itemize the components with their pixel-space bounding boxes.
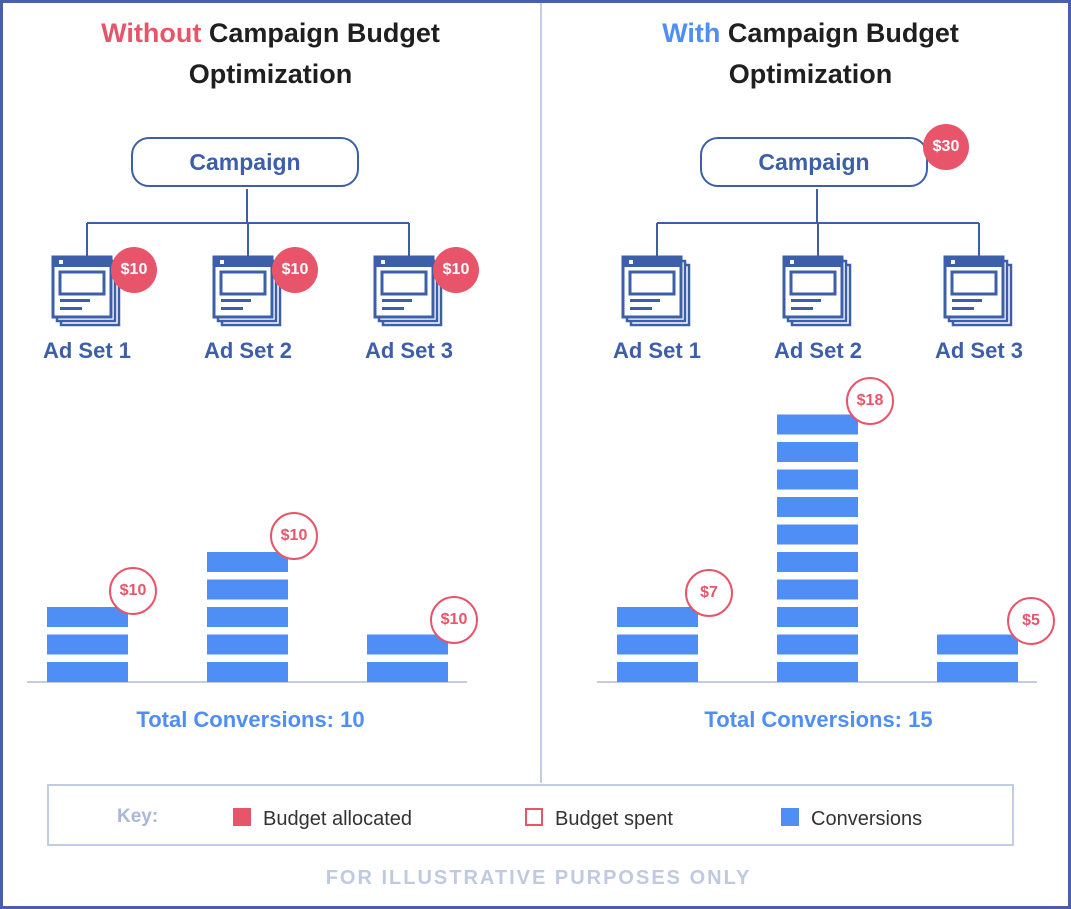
legend-conversions-label: Conversions [811,808,923,830]
budget-allocated-swatch-icon [233,808,251,826]
right-adset-3-conversion-block [937,634,1018,655]
left-adset-2-stack-icon [212,255,282,327]
left-campaign-box: Campaign [131,137,359,187]
left-adset-1-conversion-block [47,634,128,655]
left-title-line2: Optimization [188,59,353,89]
right-adset-1-conversion-block [617,607,698,627]
right-adset-2-conversion-block [777,442,858,462]
right-adset-2-label: Ad Set 2 [773,338,863,363]
right-adset-2-conversion-block [777,579,858,600]
right-adset-2-spent-badge: $18 [846,377,894,425]
left-adset-3-spent-badge: $10 [430,596,478,644]
left-adset-2-budget-badge: $10 [272,247,318,293]
right-adset-2-conversion-block [777,662,858,682]
conversions-swatch-icon [781,808,799,826]
left-total-conversions: Total Conversions: 10 [136,707,365,732]
left-title-rest: Campaign Budget [208,18,440,48]
right-adset-1-conversion-block [617,662,698,682]
budget-spent-swatch-icon [525,808,543,826]
right-adset-2-conversion-block [777,524,858,545]
left-campaign-label: Campaign [189,148,301,175]
left-adset-1-stack-icon [51,255,121,327]
right-adset-2-stack-icon [782,255,852,327]
left-panel-title: Without Campaign Budget Optimization [3,13,538,95]
left-adset-1-spent-badge: $10 [109,567,157,615]
legend-budget-spent-label: Budget spent [555,808,673,830]
right-campaign-budget-badge: $30 [923,124,969,170]
right-panel-title: With Campaign Budget Optimization [543,13,1068,95]
right-adset-2-conversion-block [777,552,858,572]
right-campaign-label: Campaign [758,148,870,175]
panel-divider [540,3,542,783]
right-adset-1-label: Ad Set 1 [612,338,702,363]
left-adset-1-label: Ad Set 1 [42,338,132,363]
left-adset-2-conversion-block [207,662,288,682]
right-campaign-box: Campaign [700,137,928,187]
left-adset-1-conversion-block [47,662,128,682]
left-adset-3-conversion-block [367,634,448,655]
right-adset-1-stack-icon [621,255,691,327]
right-title-rest: Campaign Budget [727,18,959,48]
right-adset-1-conversion-block [617,634,698,655]
right-adset-2-conversion-block [777,607,858,627]
left-adset-2-conversion-block [207,634,288,655]
left-adset-2-conversion-block [207,552,288,572]
right-total-conversions: Total Conversions: 15 [704,707,933,732]
right-adset-3-stack-icon [943,255,1013,327]
left-adset-3-stack-icon [373,255,443,327]
left-adset-2-spent-badge: $10 [270,512,318,560]
left-adset-2-conversion-block [207,579,288,600]
right-adset-2-conversion-block [777,414,858,435]
right-adset-3-conversion-block [937,662,1018,682]
right-adset-3-spent-badge: $5 [1007,597,1055,645]
right-title-highlight: With [662,18,721,48]
right-adset-3-label: Ad Set 3 [934,338,1024,363]
left-title-highlight: Without [101,18,202,48]
legend-budget-allocated-label: Budget allocated [263,808,413,830]
left-adset-1-conversion-block [47,607,128,627]
legend-box: Key: Budget allocated Budget spent Conve… [47,784,1014,846]
right-adset-2-conversion-block [777,469,858,490]
right-adset-2-conversion-block [777,634,858,655]
legend-key-label: Key: [117,806,159,827]
left-adset-1-budget-badge: $10 [111,247,157,293]
left-adset-3-budget-badge: $10 [433,247,479,293]
left-adset-3-conversion-block [367,662,448,682]
left-adset-3-label: Ad Set 3 [364,338,454,363]
diagram-connectors-and-bars [27,189,1037,683]
left-adset-2-label: Ad Set 2 [203,338,293,363]
illustrative-disclaimer: FOR ILLUSTRATIVE PURPOSES ONLY [325,867,752,889]
right-adset-1-spent-badge: $7 [685,569,733,617]
right-title-line2: Optimization [728,59,893,89]
right-adset-2-conversion-block [777,497,858,517]
left-adset-2-conversion-block [207,607,288,627]
